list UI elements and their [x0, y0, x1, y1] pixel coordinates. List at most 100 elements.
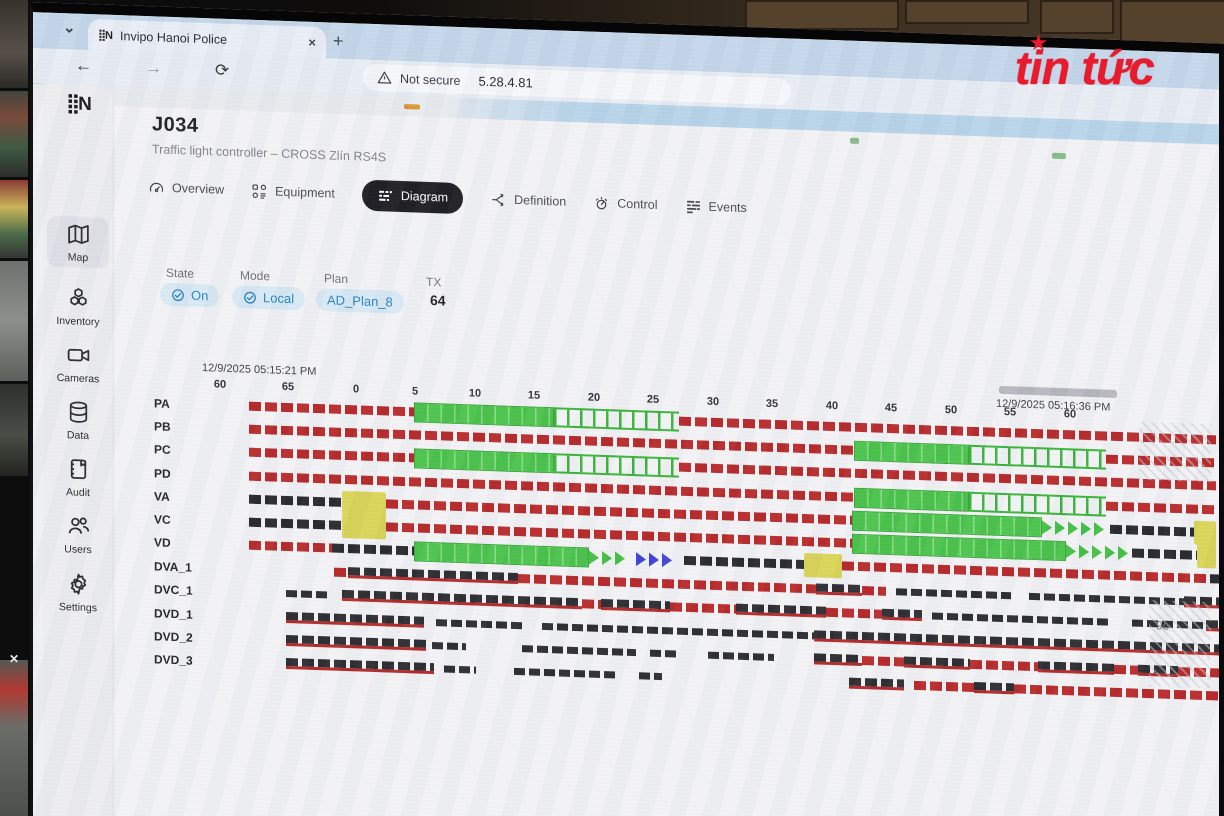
- sidebar-item-label: Settings: [59, 601, 97, 615]
- segment-sr: [679, 462, 1216, 491]
- tab-equipment[interactable]: Equipment: [251, 182, 335, 202]
- sidebar-item-audit[interactable]: Audit: [47, 451, 109, 504]
- sidebar-item-label: Inventory: [56, 314, 100, 329]
- tab-events[interactable]: Events: [685, 197, 747, 216]
- segment-sk: [286, 634, 426, 652]
- events-icon: [685, 197, 702, 215]
- tab-definition[interactable]: Definition: [490, 191, 566, 211]
- new-tab-button[interactable]: +: [333, 30, 344, 51]
- axis-tick: 60: [1063, 408, 1077, 421]
- segment-sG: [414, 541, 589, 568]
- axis-tick: 5: [411, 385, 419, 398]
- row-label-vd: VD: [154, 535, 171, 550]
- segment-sY: [804, 553, 842, 579]
- cctv-thumbnail: [0, 384, 28, 476]
- segment-sr: [386, 499, 852, 525]
- row-label-dvd_1: DVD_1: [154, 606, 193, 622]
- segment-st: [286, 589, 329, 599]
- segment-sk: [342, 589, 582, 611]
- app-tabs: Overview Equipment Diagram Definition Contro…: [148, 171, 747, 224]
- back-button[interactable]: ←: [75, 55, 92, 76]
- tab-close-icon[interactable]: ×: [308, 34, 316, 50]
- segment-st: [436, 619, 526, 630]
- segment-sk: [1038, 661, 1114, 676]
- row-label-dvd_2: DVD_2: [154, 629, 193, 645]
- segment-sb: [249, 494, 342, 507]
- axis-tick: 30: [706, 395, 720, 409]
- segment-sk: [816, 583, 862, 598]
- detail-panel: J034 Traffic light controller – CROSS Zl…: [114, 85, 1224, 816]
- segment-sr: [826, 607, 882, 619]
- segment-sr: [1106, 501, 1216, 515]
- check-circle-icon: [171, 287, 185, 301]
- invipo-favicon: ⣿N: [98, 29, 113, 42]
- tab-control[interactable]: Control: [593, 194, 658, 213]
- axis-tick: 10: [468, 387, 482, 400]
- segment-sY: [342, 513, 386, 540]
- axis-tick: 45: [884, 401, 898, 415]
- sidebar-item-cameras[interactable]: Cameras: [47, 337, 109, 390]
- segment-st: [932, 612, 1112, 626]
- segment-sk: [736, 603, 826, 619]
- sidebar-item-label: Users: [64, 543, 92, 557]
- segment-sY: [1197, 543, 1216, 569]
- segment-sk: [286, 611, 424, 629]
- segment-sG: [852, 510, 1042, 538]
- cctv-thumbnail: [0, 0, 28, 88]
- definition-icon: [490, 191, 507, 209]
- video-wall-strip: ✕: [0, 0, 30, 816]
- axis-tick: 25: [646, 393, 660, 406]
- row-label-vc: VC: [154, 512, 171, 527]
- forward-button[interactable]: →: [145, 58, 162, 78]
- status-value-mode: Local: [232, 285, 306, 311]
- cctv-thumbnail: [0, 261, 28, 381]
- segment-bt: [636, 551, 684, 569]
- chevron-down-icon[interactable]: ⌄: [63, 19, 76, 37]
- segment-sk: [601, 598, 670, 614]
- segment-sH: [969, 491, 1106, 517]
- segment-sb: [249, 517, 342, 530]
- axis-tick: 60: [213, 378, 227, 391]
- row-label-pd: PD: [154, 466, 171, 481]
- segment-sr: [670, 602, 736, 614]
- segment-sr: [1114, 664, 1138, 675]
- sidebar-item-users[interactable]: Users: [47, 508, 109, 561]
- sidebar-item-map[interactable]: Map: [47, 215, 109, 269]
- segment-sr: [249, 447, 414, 463]
- watermark-title: tin tức: [1014, 41, 1155, 94]
- sidebar-item-settings[interactable]: Settings: [47, 566, 109, 619]
- wood-block: [745, 0, 899, 30]
- tab-overview[interactable]: Overview: [148, 179, 224, 199]
- segment-sr: [914, 680, 974, 692]
- app-sidebar: ⣿N Map Inventory Cameras Data Audit Users Sett…: [43, 83, 114, 816]
- reload-button[interactable]: ⟳: [215, 60, 230, 80]
- segment-sb: [332, 543, 414, 556]
- segment-sk: [814, 653, 862, 668]
- map-hatch: [1149, 600, 1211, 689]
- axis-tick: 35: [765, 397, 779, 411]
- address-bar[interactable]: Not secure 5.28.4.81: [363, 63, 791, 106]
- row-label-dvc_1: DVC_1: [154, 582, 193, 598]
- cctv-thumbnail: [0, 180, 28, 258]
- segment-sk: [904, 656, 970, 671]
- wood-block: [1040, 0, 1114, 34]
- news-watermark: tin tức ★ THÔNG TẤN XÃ VIỆT NAM: [971, 30, 1198, 106]
- segment-sr: [862, 656, 904, 667]
- axis-tick: 20: [587, 391, 601, 404]
- diagram-icon: [377, 187, 394, 205]
- sidebar-item-data[interactable]: Data: [47, 394, 109, 447]
- segment-sr: [679, 416, 1216, 445]
- browser-toolbar: ← → ⟳ Not secure 5.28.4.81: [33, 48, 1219, 126]
- segment-sG: [854, 487, 969, 512]
- star-icon: ★: [1028, 30, 1049, 55]
- axis-tick: 65: [281, 380, 295, 394]
- row-label-dvd_3: DVD_3: [154, 652, 193, 668]
- tab-diagram[interactable]: Diagram: [361, 179, 464, 214]
- segment-st: [432, 642, 466, 651]
- segment-sG: [414, 448, 554, 474]
- sidebar-item-inventory[interactable]: Inventory: [47, 280, 109, 333]
- segment-st: [639, 672, 662, 681]
- map-icon: [66, 224, 91, 251]
- map-hatch: [1139, 421, 1211, 483]
- equipment-icon: [251, 182, 268, 200]
